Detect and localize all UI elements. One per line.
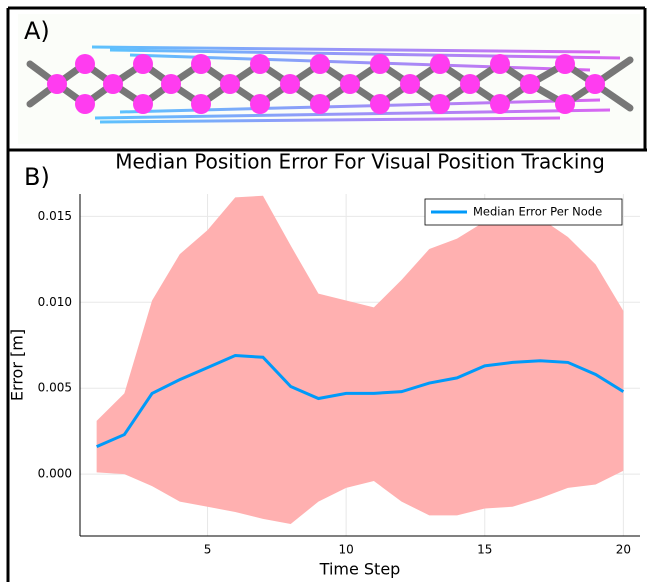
node bbox=[520, 74, 540, 94]
y-tick-label: 0.015 bbox=[38, 209, 72, 223]
node bbox=[133, 94, 153, 114]
x-tick-label: 20 bbox=[616, 543, 631, 557]
chart-title: Median Position Error For Visual Positio… bbox=[115, 150, 605, 174]
node bbox=[161, 74, 181, 94]
node bbox=[75, 54, 95, 74]
legend-label: Median Error Per Node bbox=[473, 205, 602, 219]
node bbox=[103, 74, 123, 94]
x-tick-label: 5 bbox=[204, 543, 212, 557]
node bbox=[400, 74, 420, 94]
node bbox=[490, 54, 510, 74]
trace bbox=[91, 45, 601, 54]
node bbox=[460, 74, 480, 94]
x-tick-label: 15 bbox=[477, 543, 492, 557]
node bbox=[490, 94, 510, 114]
node bbox=[555, 54, 575, 74]
node bbox=[310, 94, 330, 114]
node bbox=[47, 74, 67, 94]
x-axis-label: Time Step bbox=[319, 560, 401, 579]
y-tick-label: 0.000 bbox=[38, 467, 72, 481]
trace bbox=[99, 116, 561, 124]
y-axis-label: Error [m] bbox=[8, 329, 27, 401]
node bbox=[250, 94, 270, 114]
node bbox=[133, 54, 153, 74]
trace bbox=[109, 48, 621, 60]
error-band bbox=[96, 195, 624, 524]
x-tick-label: 10 bbox=[338, 543, 353, 557]
node bbox=[370, 94, 390, 114]
node bbox=[310, 54, 330, 74]
node bbox=[191, 54, 211, 74]
node bbox=[370, 54, 390, 74]
node bbox=[430, 94, 450, 114]
node bbox=[280, 74, 300, 94]
y-tick-label: 0.005 bbox=[38, 381, 72, 395]
node bbox=[191, 94, 211, 114]
node bbox=[75, 94, 95, 114]
trace bbox=[94, 108, 611, 120]
node bbox=[430, 54, 450, 74]
lattice-drawing bbox=[26, 45, 634, 124]
panel-label: B) bbox=[24, 163, 50, 191]
node bbox=[555, 94, 575, 114]
node bbox=[340, 74, 360, 94]
panel-label: A) bbox=[24, 17, 50, 45]
node bbox=[220, 74, 240, 94]
node bbox=[250, 54, 270, 74]
median-line bbox=[96, 354, 625, 449]
y-tick-label: 0.010 bbox=[38, 295, 72, 309]
node bbox=[585, 74, 605, 94]
